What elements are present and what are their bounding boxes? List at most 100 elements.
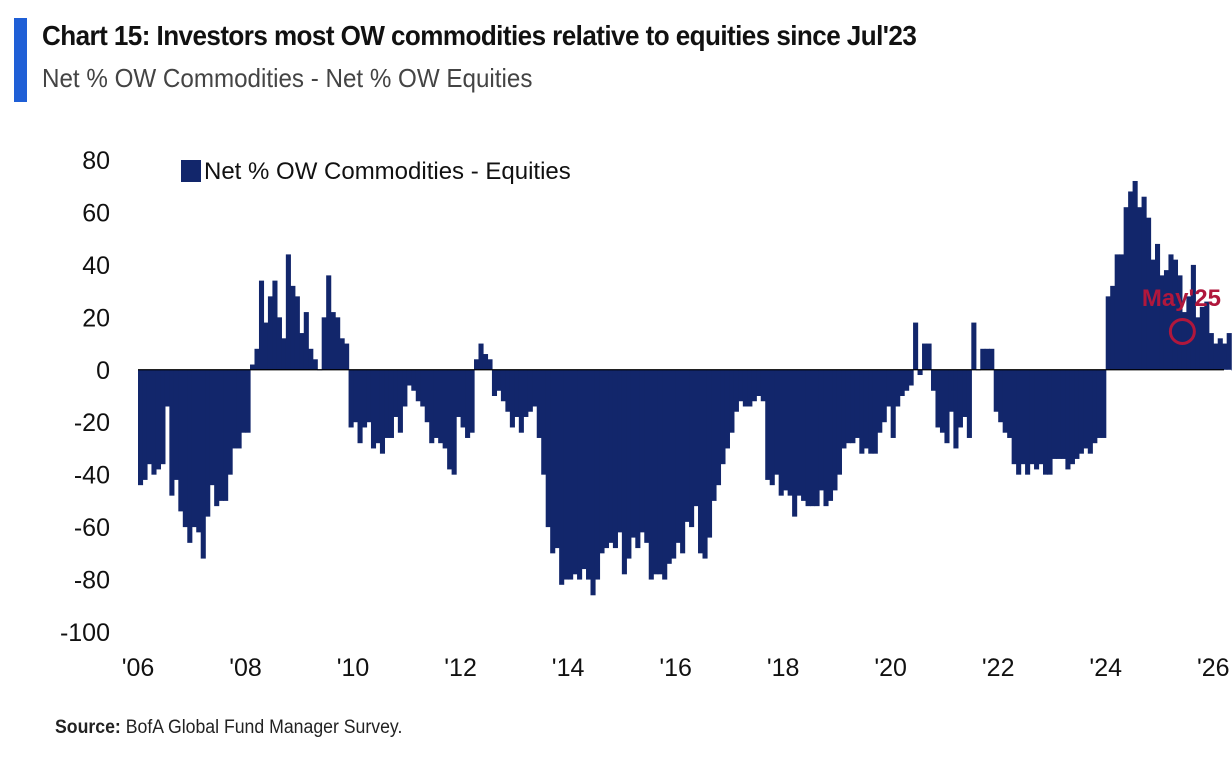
bar bbox=[742, 369, 748, 407]
bar-series bbox=[138, 180, 1232, 596]
bar bbox=[1208, 333, 1214, 370]
bar bbox=[330, 312, 336, 370]
bar bbox=[698, 369, 704, 554]
bar bbox=[478, 343, 484, 370]
bar bbox=[1177, 275, 1183, 370]
bar bbox=[554, 369, 560, 549]
bar bbox=[402, 369, 408, 407]
bar bbox=[854, 369, 860, 438]
bar bbox=[805, 369, 811, 507]
may25-annotation: May'25 bbox=[1142, 285, 1221, 345]
bar bbox=[917, 369, 923, 376]
bar bbox=[1016, 369, 1022, 475]
bar bbox=[559, 369, 565, 585]
x-axis-tick-labels: '06 '08 '10 '12 '14 '16 '18 '20 '22 '24 '26 bbox=[122, 654, 1230, 682]
bar bbox=[1056, 369, 1062, 459]
bar bbox=[930, 369, 937, 391]
bar bbox=[689, 369, 695, 528]
bar bbox=[1083, 369, 1089, 449]
bar bbox=[599, 369, 605, 554]
bar bbox=[276, 317, 282, 370]
bar bbox=[684, 369, 690, 522]
legend: Net % OW Commodities - Equities bbox=[181, 158, 571, 185]
y-tick-label: -40 bbox=[74, 462, 110, 490]
bar bbox=[514, 369, 520, 417]
bar bbox=[998, 369, 1004, 423]
y-tick-label: 60 bbox=[82, 199, 110, 227]
bar bbox=[899, 369, 905, 396]
bar bbox=[904, 369, 910, 391]
bar bbox=[438, 369, 444, 444]
bar bbox=[944, 369, 950, 444]
bar bbox=[491, 369, 498, 396]
bar bbox=[648, 369, 654, 580]
bar bbox=[859, 369, 865, 454]
y-tick-label: -60 bbox=[74, 514, 110, 542]
bar bbox=[1199, 306, 1205, 370]
bar bbox=[442, 369, 448, 449]
bar bbox=[1110, 285, 1116, 370]
bar bbox=[469, 369, 475, 433]
bar bbox=[536, 369, 542, 438]
bar bbox=[841, 369, 847, 449]
bar bbox=[169, 369, 175, 496]
bar bbox=[630, 369, 636, 538]
y-tick-label: 80 bbox=[82, 147, 110, 175]
bar bbox=[241, 369, 247, 433]
bar bbox=[939, 369, 946, 433]
bar bbox=[863, 369, 869, 449]
bar bbox=[523, 369, 529, 417]
bar bbox=[1011, 369, 1017, 465]
bar bbox=[621, 369, 627, 575]
bar bbox=[850, 369, 856, 444]
bar bbox=[765, 369, 771, 480]
bar bbox=[751, 369, 757, 402]
bar bbox=[747, 369, 753, 407]
bar bbox=[1146, 217, 1152, 370]
bar bbox=[1051, 369, 1058, 459]
bar bbox=[756, 369, 762, 396]
bar bbox=[568, 369, 574, 580]
bar bbox=[581, 369, 587, 570]
bar bbox=[1132, 180, 1138, 370]
bar bbox=[196, 369, 202, 533]
bar bbox=[1020, 369, 1026, 465]
title-accent-bar bbox=[14, 18, 27, 102]
bar bbox=[984, 348, 990, 370]
bar bbox=[823, 369, 829, 507]
bar bbox=[1092, 369, 1098, 444]
bar bbox=[1128, 191, 1134, 370]
bar bbox=[397, 369, 403, 433]
bar bbox=[675, 369, 681, 543]
y-tick-label: 20 bbox=[82, 304, 110, 332]
bar bbox=[563, 369, 569, 580]
bar bbox=[845, 369, 851, 444]
bar bbox=[989, 348, 995, 370]
bar bbox=[1172, 259, 1179, 370]
bar bbox=[1195, 317, 1201, 370]
bar bbox=[662, 369, 668, 580]
bar bbox=[299, 333, 305, 370]
y-tick-label: -20 bbox=[74, 409, 110, 437]
bar bbox=[1186, 296, 1192, 370]
source-text: BofA Global Fund Manager Survey. bbox=[125, 717, 403, 738]
bar bbox=[1155, 243, 1161, 370]
bar bbox=[1123, 207, 1129, 370]
x-tick-label: '16 bbox=[659, 654, 692, 682]
bar bbox=[460, 369, 466, 428]
bar bbox=[1074, 369, 1080, 459]
bar bbox=[966, 369, 972, 438]
bar bbox=[1119, 254, 1125, 370]
bar bbox=[1043, 369, 1049, 475]
bar bbox=[272, 280, 278, 370]
bar bbox=[303, 312, 309, 370]
bar bbox=[267, 296, 274, 370]
bar bbox=[500, 369, 506, 402]
bar bbox=[993, 369, 999, 412]
bar bbox=[783, 369, 789, 491]
bar bbox=[164, 369, 170, 407]
bar bbox=[738, 369, 744, 402]
bar bbox=[420, 369, 426, 407]
bar bbox=[447, 369, 453, 470]
